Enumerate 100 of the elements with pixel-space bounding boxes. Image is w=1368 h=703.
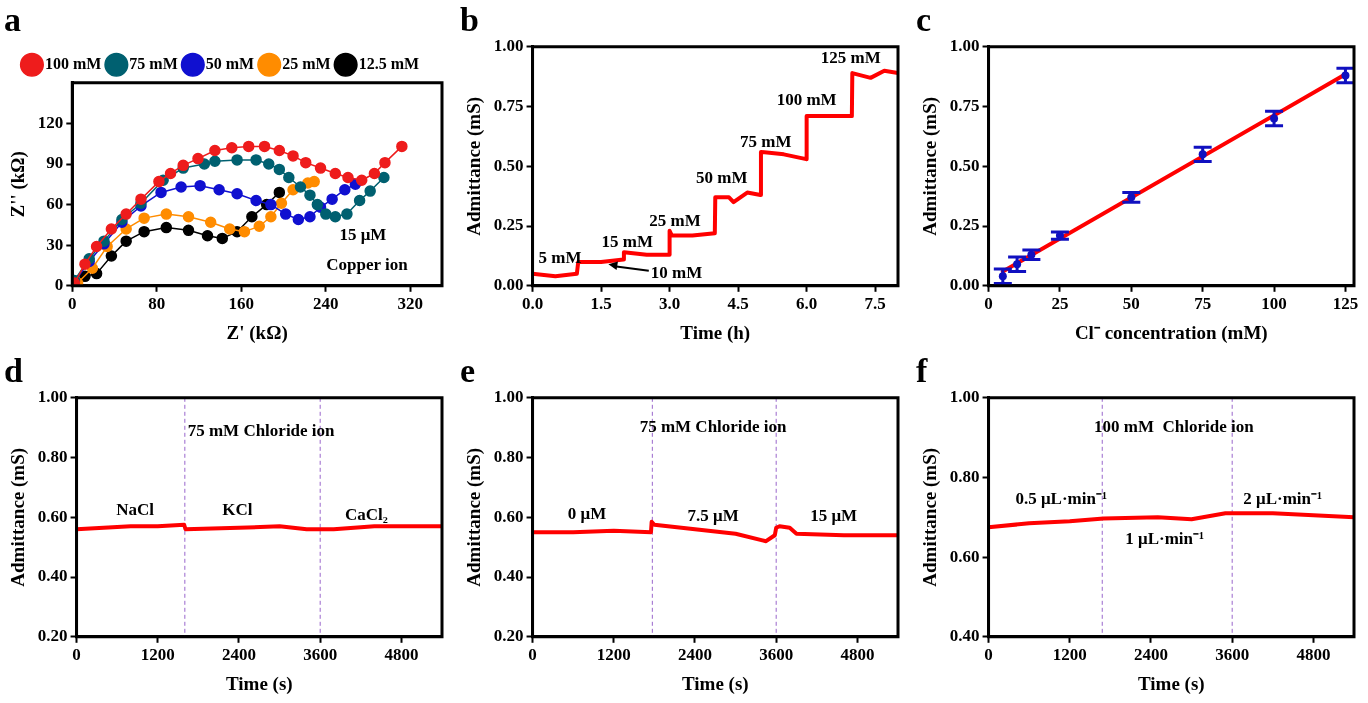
x-tick-label: 0 [72,645,81,665]
annotation: 15 μM [810,505,858,525]
x-tick-label: 25 [1051,294,1069,314]
y-tick-label: 0.50 [949,155,980,175]
x-tick-label: 4800 [840,645,875,665]
annotation: 75 mM Chloride ion [639,417,788,437]
x-tick-label: 3.0 [658,294,681,314]
y-tick-label: 60 [46,193,64,213]
y-tick-label: 1.00 [949,36,980,56]
x-tick-label: 3600 [1215,645,1250,665]
x-tick-label: 2400 [677,645,712,665]
y-tick-label: 1.00 [493,387,524,407]
annotation: 100 mM Chloride ion [1094,417,1255,437]
y-tick-label: 0.60 [493,506,524,526]
y-tick-label: 0.80 [949,466,980,486]
y-tick-label: 1.00 [37,387,68,407]
annotation: Copper ion [326,254,409,274]
x-tick-label: 4.5 [727,294,749,314]
y-tick-label: 0.00 [493,275,524,295]
annotation: 125 mM [820,48,881,68]
annotation: 0.5 μL·min⁻¹ [1015,488,1108,508]
y-axis-title: Admittance (mS) [463,96,486,236]
y-tick-label: 0.25 [493,215,524,235]
x-tick-label: 1200 [140,645,175,665]
y-tick-label: 0.40 [493,566,524,586]
chart-title: a [4,1,21,39]
y-tick-label: 90 [46,153,64,173]
y-tick-label: 0.20 [37,626,68,646]
chart-title: f [916,352,928,390]
chart-title: b [460,1,479,39]
y-tick-label: 0.75 [493,95,524,115]
x-tick-label: 3600 [303,645,338,665]
y-tick-label: 0.60 [37,506,68,526]
x-tick-label: 2400 [221,645,256,665]
annotation: CaCl₂ [344,505,388,525]
x-tick-label: 1200 [1052,645,1087,665]
annotation: 5 mM [538,247,582,267]
chart-title: d [4,352,23,390]
x-tick-label: 100 [1261,294,1287,314]
y-axis-title: Admittance (mS) [7,447,30,587]
annotation: KCl [222,500,253,520]
annotation: 100 mM [776,89,837,109]
chart-title: e [460,352,476,390]
annotation: 1 μL·min⁻¹ [1125,528,1205,548]
annotation: 7.5 μM [687,505,739,525]
annotation: 25 mM [649,210,701,230]
chart-title: c [916,1,932,39]
x-tick-label: 1200 [596,645,631,665]
y-axis-title: Z'' (kΩ) [7,151,30,218]
x-tick-label: 3600 [759,645,794,665]
x-tick-label: 4800 [384,645,419,665]
x-tick-label: 75 [1194,294,1212,314]
y-tick-label: 1.00 [493,36,524,56]
x-axis-title: Time (h) [680,321,751,344]
annotation: NaCl [116,500,155,520]
y-tick-label: 0.80 [493,446,524,466]
x-tick-label: 80 [148,294,166,314]
legend-label: 75 mM [129,54,178,72]
annotation: 50 mM [696,167,748,187]
x-axis-title: Time (s) [681,672,749,695]
x-tick-label: 125 [1332,294,1359,314]
legend-label: 25 mM [282,54,331,72]
y-tick-label: 0.40 [37,566,68,586]
y-tick-label: 0.25 [949,215,980,235]
annotation: 15 mM [601,232,653,252]
x-tick-label: 0 [984,645,993,665]
y-axis-title: Admittance (mS) [919,447,942,587]
y-tick-label: 1.00 [949,387,980,407]
y-tick-label: 0.00 [949,275,980,295]
annotation: 2 μL·min⁻¹ [1243,488,1323,508]
x-tick-label: 7.5 [864,294,886,314]
x-axis-title: Time (s) [1137,672,1205,695]
annotation: 0 μM [567,504,607,524]
legend-label: 12.5 mM [358,54,420,72]
x-axis-title: Cl⁻ concentration (mM) [1074,321,1268,344]
x-tick-label: 160 [228,294,255,314]
annotation: 75 mM Chloride ion [187,420,336,440]
legend-label: 100 mM [44,54,102,72]
x-tick-label: 1.5 [590,294,612,314]
x-tick-label: 0 [984,294,993,314]
x-tick-label: 320 [397,294,424,314]
annotation: 75 mM [739,131,792,151]
x-tick-label: 0.0 [521,294,544,314]
y-axis-title: Admittance (mS) [919,96,942,236]
x-axis-title: Z' (kΩ) [226,321,288,344]
x-tick-label: 6.0 [796,294,818,314]
y-tick-label: 0.20 [493,626,524,646]
y-tick-label: 0.60 [949,546,980,566]
legend-label: 50 mM [205,54,255,72]
y-tick-label: 0.80 [37,446,68,466]
annotation: 10 mM [650,263,703,283]
annotation: 15 μM [339,225,387,245]
x-tick-label: 50 [1122,294,1140,314]
x-tick-label: 240 [313,294,339,314]
y-tick-label: 0.40 [949,626,980,646]
y-tick-label: 120 [37,112,64,132]
y-tick-label: 0.50 [493,155,524,175]
x-axis-title: Time (s) [225,672,293,695]
y-axis-title: Admittance (mS) [463,447,486,587]
x-tick-label: 0 [528,645,537,665]
